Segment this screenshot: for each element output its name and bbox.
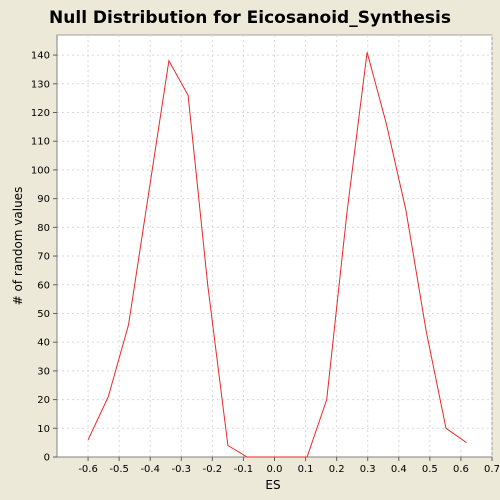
x-axis-label: ES [265,478,280,492]
series-line [87,52,467,458]
y-tick-label: 90 [37,194,50,205]
x-tick-label: 0.6 [453,464,469,475]
x-tick-label: -0.5 [109,464,129,475]
y-tick-label: 140 [31,51,50,62]
x-tick-label: 0.0 [267,464,283,475]
y-tick-label: 10 [37,424,50,435]
x-tick-label: -0.3 [172,464,192,475]
grid-lines [57,35,493,458]
x-tick-label: 0.5 [422,464,438,475]
y-tick-label: 100 [31,165,50,176]
x-tick-label: 0.2 [329,464,345,475]
y-tick-label: 20 [37,395,50,406]
x-tick-label: 0.4 [391,464,407,475]
x-tick-label: -0.6 [78,464,98,475]
y-axis-ticks: 0 10 20 30 40 50 60 70 80 90 100 110 120 130 140 [31,51,57,464]
chart-title: Null Distribution for Eicosanoid_Synthes… [49,8,451,28]
y-tick-label: 70 [37,252,50,263]
y-tick-label: 0 [44,453,50,464]
x-tick-label: -0.4 [140,464,160,475]
y-tick-label: 80 [37,223,50,234]
y-tick-label: 40 [37,338,50,349]
x-axis-ticks: -0.6 -0.5 -0.4 -0.3 -0.2 -0.1 0.0 0.1 0.2 0.3 0.4 0… [78,457,500,475]
y-tick-label: 120 [31,108,50,119]
y-axis-label: # of random values [11,187,25,306]
series-group [87,52,467,458]
y-tick-label: 50 [37,309,50,320]
y-tick-label: 30 [37,366,50,377]
y-tick-label: 60 [37,280,50,291]
x-tick-label: -0.2 [203,464,223,475]
y-tick-label: 130 [31,79,50,90]
x-tick-label: 0.7 [484,464,500,475]
x-tick-label: -0.1 [234,464,254,475]
y-tick-label: 110 [31,137,50,148]
x-tick-label: 0.1 [298,464,314,475]
x-tick-label: 0.3 [360,464,376,475]
